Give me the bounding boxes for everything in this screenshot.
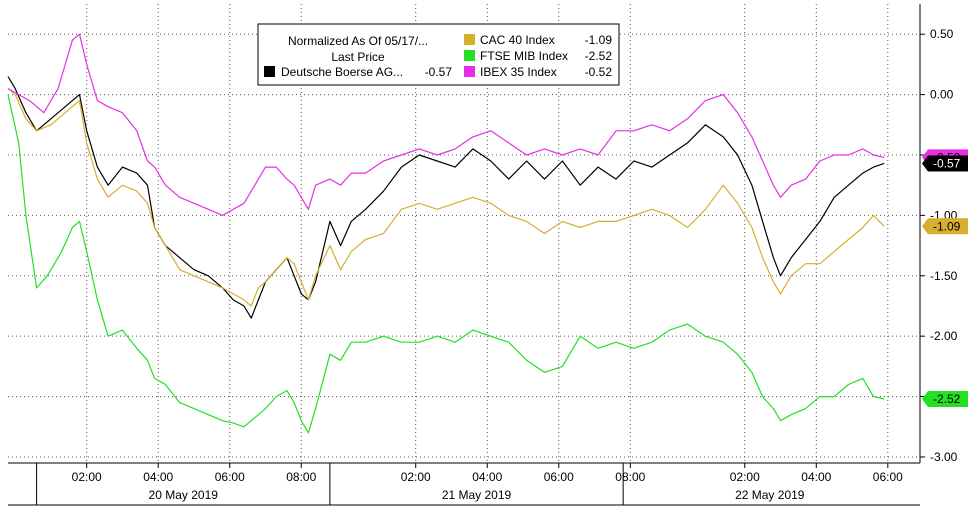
legend-subtitle: Last Price [331, 50, 385, 64]
x-tick-label: 04:00 [472, 470, 502, 484]
legend-entry: FTSE MIB Index -2.52 [464, 49, 612, 63]
legend-title: Normalized As Of 05/17/... [288, 34, 428, 48]
series-line-1 [7, 88, 885, 307]
legend-label: IBEX 35 Index [480, 65, 557, 79]
y-tick-label: -3.00 [930, 450, 958, 464]
legend-swatch [464, 66, 475, 77]
x-tick-label: 06:00 [215, 470, 245, 484]
legend-entry: IBEX 35 Index -0.52 [464, 65, 612, 79]
tag-value: -0.57 [933, 156, 961, 170]
last-value-tag: -2.52 [922, 390, 968, 407]
x-tick-label: 04:00 [143, 470, 173, 484]
legend-value: -0.52 [585, 65, 613, 79]
series-line-0 [7, 76, 885, 319]
x-tick-label: 08:00 [286, 470, 316, 484]
legend-label: CAC 40 Index [480, 33, 555, 47]
y-tick-label: -2.00 [930, 329, 958, 343]
tag-shape [922, 155, 968, 172]
legend-value: -1.09 [585, 33, 613, 47]
legend-swatch [264, 66, 275, 77]
x-tick-label: 04:00 [801, 470, 831, 484]
day-label: 22 May 2019 [735, 488, 805, 502]
last-value-tags: -0.52-0.57-1.09-2.52 [922, 149, 968, 407]
x-tick-label: 08:00 [615, 470, 645, 484]
legend-box [257, 23, 620, 86]
tag-value: -1.09 [933, 219, 961, 233]
x-tick-label: 02:00 [401, 470, 431, 484]
y-tick-label: 0.50 [930, 27, 954, 41]
series-line-2 [7, 94, 885, 434]
legend-value: -2.52 [585, 49, 613, 63]
x-tick-label: 06:00 [544, 470, 574, 484]
tag-value: -2.52 [933, 392, 961, 406]
series-line-3 [7, 33, 885, 216]
legend-swatch [464, 50, 475, 61]
y-tick-label: -1.50 [930, 269, 958, 283]
x-tick-label: 06:00 [873, 470, 903, 484]
x-tick-label: 02:00 [72, 470, 102, 484]
legend-entry: Deutsche Boerse AG... -0.57 [264, 65, 452, 79]
legend-label: FTSE MIB Index [480, 49, 568, 63]
legend-entry: CAC 40 Index -1.09 [464, 33, 612, 47]
tag-shape [922, 218, 968, 235]
day-label: 20 May 2019 [149, 488, 219, 502]
day-label: 21 May 2019 [442, 488, 512, 502]
x-tick-label: 02:00 [730, 470, 760, 484]
legend-swatch [464, 34, 475, 45]
series-lines [7, 33, 885, 434]
y-tick-label: 0.00 [930, 88, 954, 102]
last-value-tag: -0.57 [922, 155, 968, 172]
legend-label: Deutsche Boerse AG... [281, 65, 403, 79]
legend-value: -0.57 [425, 65, 453, 79]
tag-shape [922, 390, 968, 407]
last-value-tag: -1.09 [922, 218, 968, 235]
legend: Normalized As Of 05/17/... Last PriceDeut… [257, 23, 620, 86]
